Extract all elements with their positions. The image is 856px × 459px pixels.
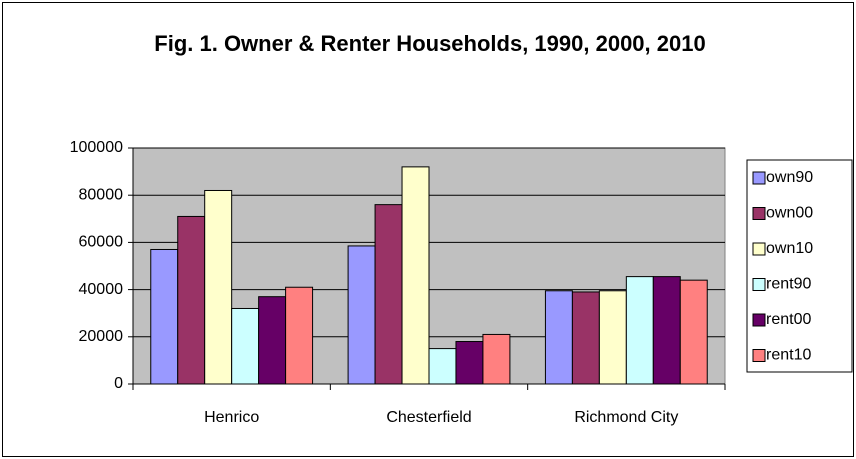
bar (177, 215, 206, 385)
y-tick-label: 60000 (79, 234, 124, 251)
legend-swatch (752, 278, 766, 291)
bar (204, 189, 233, 385)
bar (347, 245, 376, 385)
y-tick-label: 40000 (79, 281, 124, 298)
bar (374, 204, 403, 385)
bar (544, 290, 573, 385)
legend-label: own00 (766, 205, 813, 222)
y-tick-label: 0 (114, 375, 123, 392)
bar (428, 348, 457, 385)
legend-swatch (752, 171, 766, 185)
y-tick-label: 100000 (70, 139, 123, 156)
bar (482, 333, 511, 385)
chart-title: Fig. 1. Owner & Renter Households, 1990,… (154, 31, 706, 56)
bar (625, 276, 654, 385)
legend-swatch (752, 242, 766, 256)
bar (285, 286, 314, 385)
bar (571, 291, 600, 385)
bar (455, 341, 484, 385)
bar (401, 166, 430, 385)
legend-label: rent90 (766, 276, 811, 293)
legend-label: rent10 (766, 347, 811, 364)
bar (258, 296, 287, 385)
legend-swatch (752, 313, 766, 327)
x-tick-label: Chesterfield (386, 409, 471, 426)
bar (150, 248, 179, 385)
legend-label: own10 (766, 240, 813, 257)
x-tick-label: Richmond City (574, 409, 678, 426)
legend-box (746, 159, 853, 373)
x-tick-label: Henrico (204, 409, 259, 426)
y-tick-label: 20000 (79, 328, 124, 345)
bar (679, 279, 708, 385)
legend-label: own90 (766, 169, 813, 186)
bar (652, 276, 681, 385)
bar (231, 307, 260, 385)
legend-swatch (752, 207, 766, 220)
legend-swatch (752, 349, 766, 362)
legend-label: rent00 (766, 311, 811, 328)
y-tick-label: 80000 (79, 186, 124, 203)
bar (598, 290, 627, 385)
